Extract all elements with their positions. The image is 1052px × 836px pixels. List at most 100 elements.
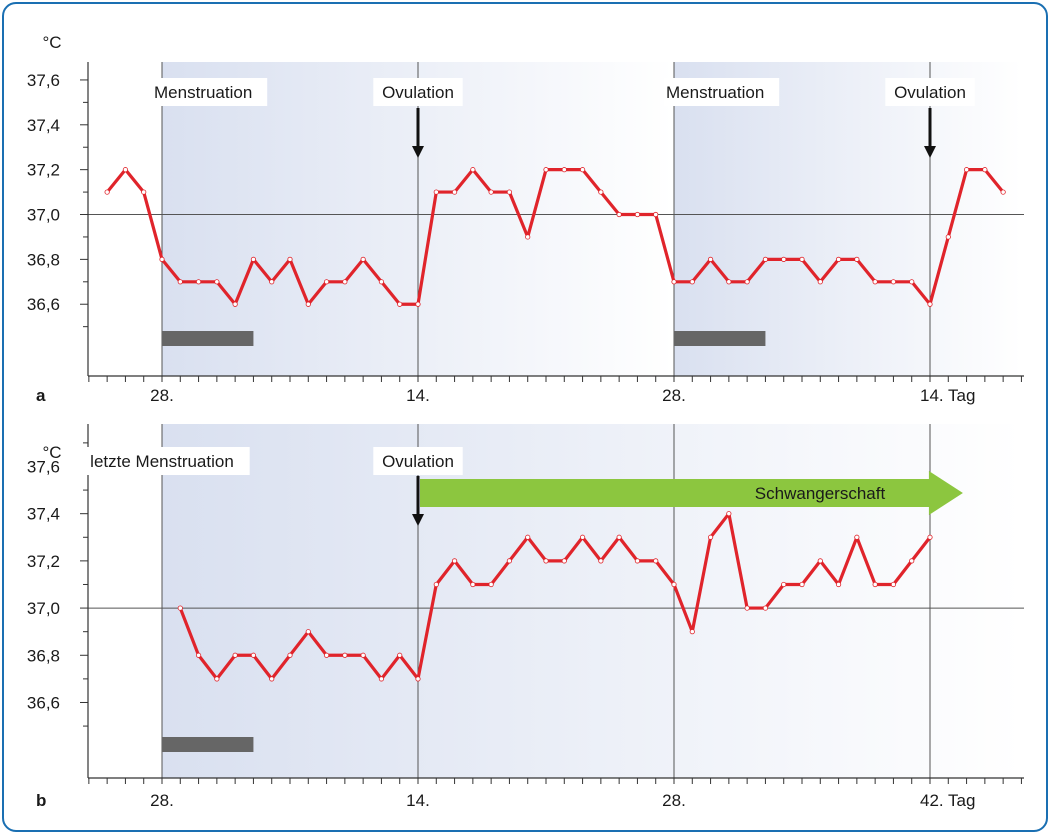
annotation-box: [74, 447, 250, 475]
y-tick-label: 37,6: [27, 457, 60, 476]
temperature-point: [342, 279, 348, 285]
annotation-box: [664, 78, 780, 106]
temperature-point: [671, 279, 677, 285]
annotation-label: Ovulation: [894, 83, 966, 102]
temperature-point: [744, 279, 750, 285]
annotation-box: [152, 78, 268, 106]
temperature-point: [835, 256, 842, 262]
y-tick-label: 37,4: [27, 116, 60, 135]
temperature-point: [543, 558, 549, 564]
temperature-point: [305, 301, 311, 307]
temperature-point: [214, 279, 220, 285]
cycle-shading: [162, 424, 1022, 778]
temperature-point: [378, 676, 385, 682]
annotation-box: [373, 78, 463, 106]
y-tick-label: 36,8: [27, 250, 60, 269]
temperature-point: [269, 279, 275, 285]
temperature-point: [634, 558, 641, 564]
panel-label: a: [36, 386, 46, 405]
temperature-point: [799, 256, 805, 262]
y-unit-label: °C: [42, 33, 61, 52]
temperature-point: [287, 256, 293, 262]
y-tick-label: 36,6: [27, 295, 60, 314]
temperature-point: [506, 189, 513, 195]
temperature-point: [122, 167, 129, 173]
temperature-point: [159, 256, 165, 262]
temperature-point: [397, 301, 403, 307]
chart-panel-b: 28. 14. 28. 42. Tag 36,6 36,8 37,0 37,2 37,4 37,6…: [27, 424, 1024, 810]
y-tick-label: 37,2: [27, 552, 60, 571]
temperature-point: [689, 279, 695, 285]
temperature-series-line: [178, 512, 932, 681]
temperature-point: [579, 167, 586, 173]
temperature-point: [323, 279, 330, 285]
menstruation-bar: [162, 331, 254, 346]
temperature-point: [232, 652, 238, 658]
temperature-point: [195, 652, 202, 658]
temperature-point: [854, 534, 860, 540]
temperature-point: [323, 652, 330, 658]
temperature-point: [451, 558, 458, 564]
annotation-box: [373, 447, 463, 475]
temperature-point: [744, 605, 750, 611]
temperature-point: [927, 301, 933, 307]
temperature-point: [525, 234, 531, 240]
temperature-point: [616, 534, 622, 540]
pregnancy-arrow: [420, 471, 963, 515]
menstruation-bar: [674, 331, 766, 346]
temperature-point: [561, 167, 567, 173]
temperature-point: [890, 279, 897, 285]
temperature-point: [232, 301, 238, 307]
temperature-point: [927, 534, 933, 540]
temperature-point: [579, 534, 586, 540]
temperature-point: [177, 605, 183, 611]
y-tick-label: 37,0: [27, 599, 60, 618]
y-tick-label: 37,4: [27, 505, 60, 524]
temperature-series-line: [105, 168, 1005, 306]
temperature-point: [415, 676, 421, 682]
temperature-point: [561, 558, 567, 564]
temperature-point: [634, 211, 641, 218]
panel-label: b: [36, 791, 46, 810]
temperature-point: [433, 581, 439, 588]
temperature-point: [1000, 189, 1006, 195]
y-tick-label: 36,8: [27, 646, 60, 665]
temperature-point: [378, 279, 385, 285]
y-unit-label: °C: [42, 443, 61, 462]
temperature-point: [653, 211, 659, 218]
annotation-label: Menstruation: [666, 83, 764, 102]
annotation-box: [885, 78, 975, 106]
x-tick-label: 14.: [406, 386, 430, 405]
temperature-point: [104, 189, 110, 195]
x-tick-label: 28.: [662, 386, 686, 405]
temperature-point: [415, 301, 421, 307]
temperature-point: [488, 581, 494, 588]
y-tick-label: 37,2: [27, 161, 60, 180]
x-tick-label: 28.: [150, 791, 174, 810]
temperature-point: [707, 534, 714, 540]
temperature-point: [525, 534, 531, 540]
temperature-point: [653, 558, 659, 564]
temperature-point: [890, 581, 897, 588]
temperature-point: [287, 652, 293, 658]
annotation-label: Ovulation: [382, 452, 454, 471]
temperature-point: [982, 167, 988, 173]
temperature-point: [598, 189, 604, 195]
temperature-point: [488, 189, 494, 195]
temperature-point: [762, 605, 769, 611]
temperature-point: [360, 256, 366, 262]
y-tick-label: 36,6: [27, 693, 60, 712]
ovulation-arrow-head: [412, 514, 424, 526]
temperature-point: [305, 629, 311, 635]
chart-panel-a: 28. 14. 28. 14. Tag 36,6 36,8 37,0 37,2 37,4 37,6…: [27, 33, 1024, 405]
temperature-point: [817, 279, 823, 285]
temperature-point: [781, 256, 787, 262]
temperature-point: [872, 279, 878, 285]
ovulation-arrow-head: [412, 146, 424, 158]
temperature-point: [854, 256, 860, 262]
temperature-point: [945, 234, 951, 240]
temperature-point: [433, 189, 439, 195]
temperature-point: [726, 511, 732, 517]
temperature-point: [762, 256, 769, 262]
